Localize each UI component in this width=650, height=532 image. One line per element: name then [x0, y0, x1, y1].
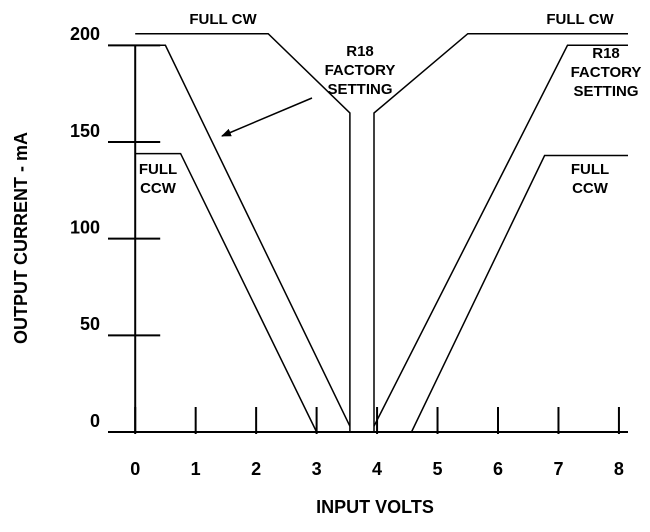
annotation: SETTING	[573, 83, 638, 100]
x-axis-title: INPUT VOLTS	[316, 497, 434, 517]
annotation: R18	[592, 45, 620, 62]
annotation: CCW	[572, 180, 609, 197]
annotation: FULL	[571, 161, 609, 178]
x-tick-label: 5	[433, 459, 443, 479]
y-tick-label: 50	[80, 314, 100, 334]
y-axis-title: OUTPUT CURRENT - mA	[11, 132, 31, 344]
annotation: R18	[346, 43, 374, 60]
x-tick-label: 3	[312, 459, 322, 479]
annotation: FULL	[139, 161, 177, 178]
y-tick-label: 200	[70, 24, 100, 44]
annotation: FULL CW	[546, 11, 614, 28]
curve	[135, 32, 351, 432]
annotation-arrow	[221, 97, 313, 137]
curve	[135, 152, 318, 433]
x-tick-label: 2	[251, 459, 261, 479]
curve	[135, 44, 351, 427]
y-tick-label: 100	[70, 217, 100, 237]
x-tick-label: 4	[372, 459, 382, 479]
x-tick-label: 6	[493, 459, 503, 479]
annotation: FACTORY	[325, 62, 396, 79]
curve	[373, 44, 628, 427]
annotation: FACTORY	[571, 64, 642, 81]
annotation: FULL CW	[189, 11, 257, 28]
x-tick-label: 1	[191, 459, 201, 479]
y-tick-label: 0	[90, 411, 100, 431]
curve	[373, 32, 628, 432]
x-tick-label: 7	[553, 459, 563, 479]
curve	[410, 154, 628, 433]
x-tick-label: 0	[130, 459, 140, 479]
annotation: CCW	[140, 180, 177, 197]
annotation: SETTING	[327, 81, 392, 98]
x-tick-label: 8	[614, 459, 624, 479]
y-tick-label: 150	[70, 121, 100, 141]
